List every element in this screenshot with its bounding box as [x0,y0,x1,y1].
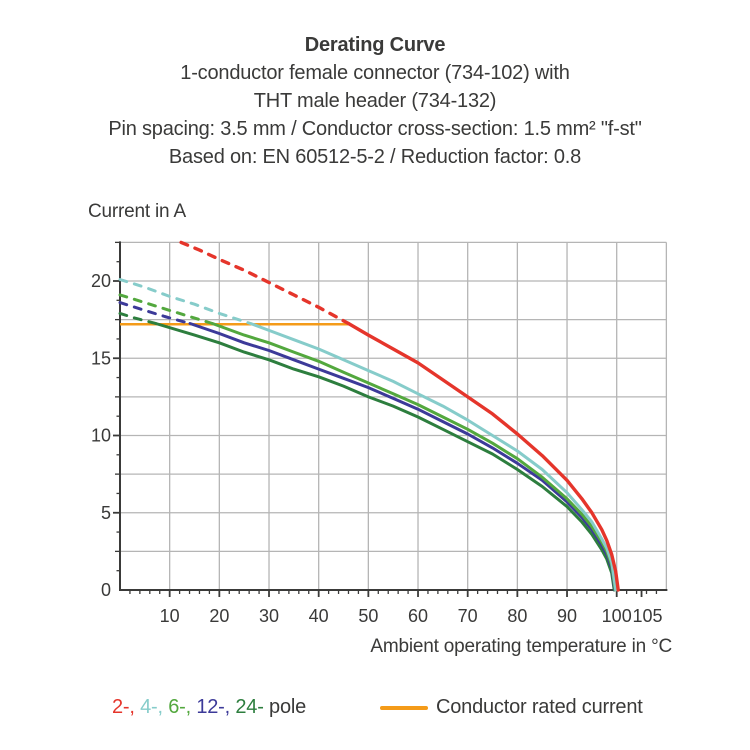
legend-row: 2-, 4-, 6-, 12-, 24- pole Conductor rate… [0,696,750,726]
legend-pole-suffix: pole [269,696,307,718]
y-tick-label: 5 [101,503,111,523]
title-block: Derating Curve 1-conductor female connec… [0,31,750,171]
x-tick-label: 60 [408,606,428,626]
y-tick-label: 15 [91,348,111,368]
legend-pole-4: 4-, [140,696,169,718]
legend-pole-list: 2-, 4-, 6-, 12-, 24- pole [112,696,306,719]
curve-dashed-2-pole [179,240,351,326]
curve-solid-24-pole [154,322,616,592]
curve-dashed-12-pole [118,301,192,325]
curve-solid-2-pole [346,321,620,592]
legend-pole-12: 12-, [196,696,236,718]
chart-title: Derating Curve [304,34,446,56]
rated-current-line-swatch [380,706,428,710]
subtitle-line-2: THT male header (734-132) [253,90,497,112]
legend-pole-2: 2-, [112,696,141,718]
x-tick-label: 50 [358,606,378,626]
subtitle-line-4: Based on: EN 60512-5-2 / Reduction facto… [168,146,582,168]
rated-current-label: Conductor rated current [436,696,643,718]
subtitle-line-3: Pin spacing: 3.5 mm / Conductor cross-se… [108,118,642,140]
x-tick-label: 100 [602,606,632,626]
y-tick-label: 20 [91,271,111,291]
x-tick-label: 70 [458,606,478,626]
legend-pole-6: 6-, [168,696,197,718]
curve-solid-12-pole [188,322,617,592]
x-tick-label: 30 [259,606,279,626]
y-tick-label: 0 [101,580,111,600]
x-tick-label: 40 [309,606,329,626]
x-tick-label: 90 [557,606,577,626]
curve-solid-4-pole [249,322,618,592]
subtitle-line-1: 1-conductor female connector (734-102) w… [180,62,570,84]
x-tick-label: 20 [209,606,229,626]
y-tick-label: 10 [91,426,111,446]
x-tick-label: 80 [507,606,527,626]
curve-dashed-6-pole [118,293,214,325]
x-axis-title: Ambient operating temperature in °C [370,636,672,657]
x-tick-label: 105 [633,606,663,626]
legend-pole-24: 24- [235,696,270,718]
y-axis-title: Current in A [88,201,186,222]
x-tick-label: 10 [160,606,180,626]
curve-dashed-4-pole [118,278,253,325]
curve-dashed-24-pole [118,311,158,325]
curve-solid-6-pole [210,322,617,592]
